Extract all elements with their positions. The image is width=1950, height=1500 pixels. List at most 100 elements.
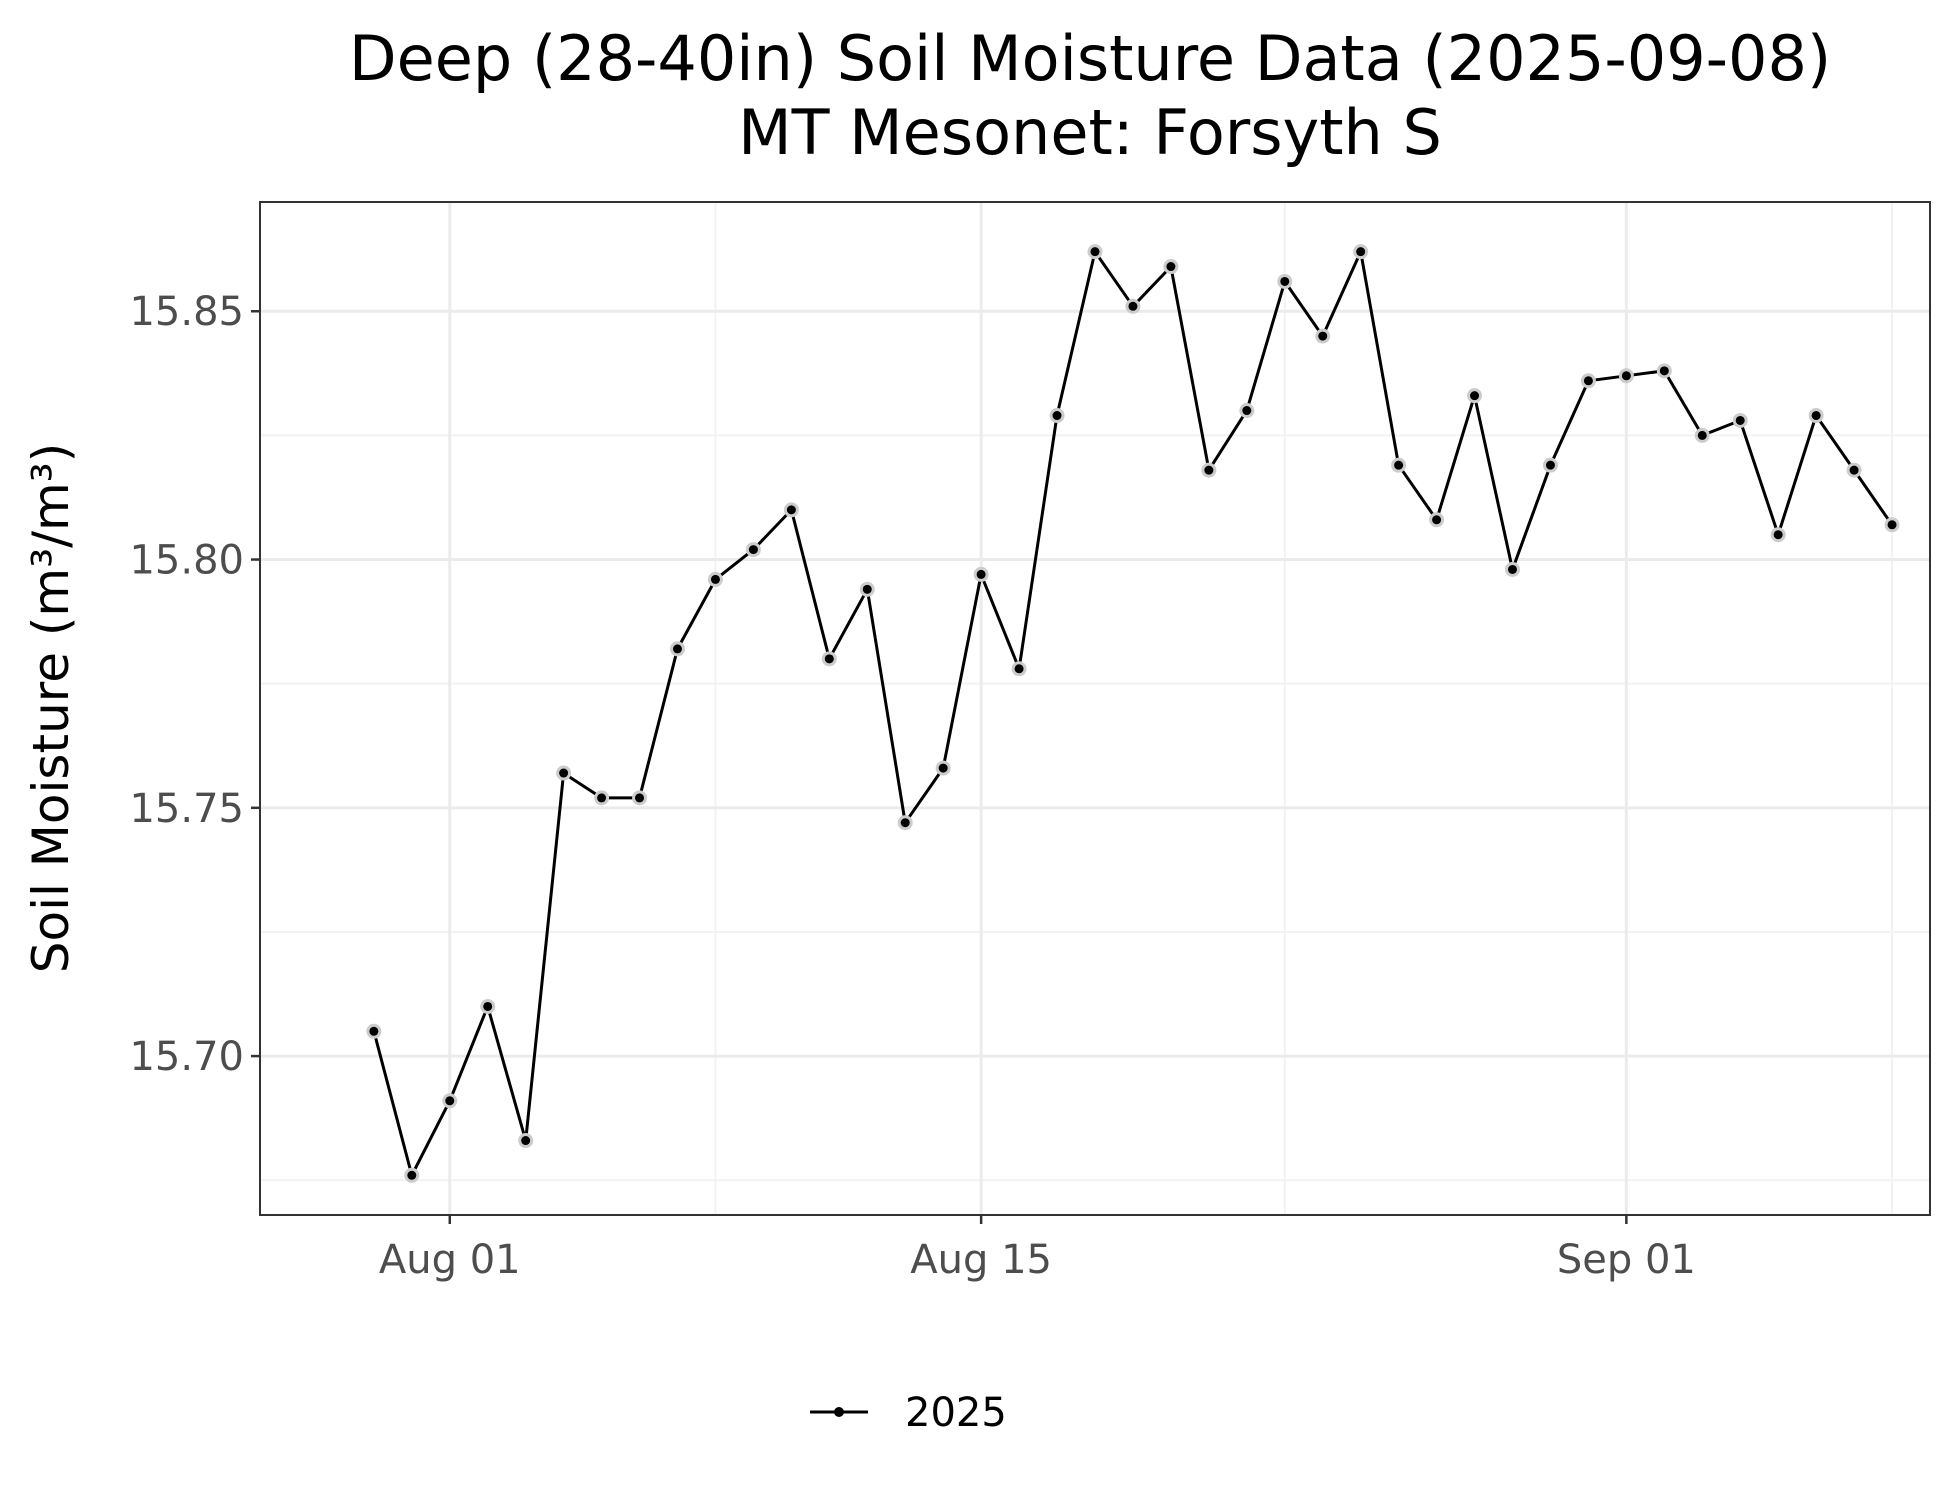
data-point — [897, 815, 913, 831]
series-line-2025 — [372, 250, 1894, 1177]
major-gridlines — [260, 202, 1930, 1215]
chart-title: Deep (28-40in) Soil Moisture Data (2025-… — [349, 22, 1831, 95]
data-point-marker — [1659, 366, 1669, 376]
data-point-marker — [748, 545, 758, 555]
data-point — [1580, 373, 1596, 389]
data-point — [594, 790, 610, 806]
data-point-marker — [1356, 247, 1366, 257]
data-point — [442, 1093, 458, 1109]
x-axis: Aug 01 Aug 15 Sep 01 — [379, 1215, 1696, 1283]
data-point-marker — [1128, 301, 1138, 311]
data-point — [1656, 363, 1672, 379]
data-point — [1163, 259, 1179, 275]
chart-subtitle: MT Mesonet: Forsyth S — [738, 96, 1442, 169]
data-point — [1277, 273, 1293, 289]
data-point-marker — [1735, 415, 1745, 425]
y-axis-title: Soil Moisture (m³/m³) — [22, 443, 80, 973]
data-point-marker — [635, 793, 645, 803]
legend: 2025 — [810, 1390, 1007, 1436]
data-point-marker — [938, 763, 948, 773]
data-point — [1694, 427, 1710, 443]
y-tick-label-3: 15.85 — [129, 289, 244, 335]
data-point-marker — [1773, 530, 1783, 540]
data-point-marker — [1811, 411, 1821, 421]
y-tick-label-0: 15.70 — [129, 1034, 244, 1080]
data-point-marker — [1849, 465, 1859, 475]
data-point-marker — [862, 584, 872, 594]
data-point-marker — [786, 505, 796, 515]
data-point — [404, 1167, 420, 1183]
data-point-marker — [483, 1001, 493, 1011]
data-point-marker — [1394, 460, 1404, 470]
minor-gridlines — [260, 202, 1930, 1215]
data-point-marker — [1204, 465, 1214, 475]
data-point-marker — [559, 768, 569, 778]
data-point — [1391, 457, 1407, 473]
data-point-marker — [1280, 276, 1290, 286]
y-axis: 15.70 15.75 15.80 15.85 — [129, 289, 260, 1080]
data-point — [518, 1133, 534, 1149]
data-point — [821, 651, 837, 667]
data-point-marker — [976, 569, 986, 579]
data-point — [1429, 512, 1445, 528]
data-point — [1846, 462, 1862, 478]
x-tick-label-1: Aug 15 — [910, 1237, 1052, 1283]
data-point-marker — [1014, 664, 1024, 674]
data-series — [366, 244, 1900, 1183]
data-point — [1011, 661, 1027, 677]
x-tick-label-0: Aug 01 — [379, 1237, 521, 1283]
data-point — [1315, 328, 1331, 344]
data-point-marker — [445, 1096, 455, 1106]
data-point — [1125, 298, 1141, 314]
data-point — [783, 502, 799, 518]
data-point — [707, 571, 723, 587]
data-point-marker — [824, 654, 834, 664]
data-point-marker — [1545, 460, 1555, 470]
data-point-marker — [1470, 391, 1480, 401]
data-point — [1239, 403, 1255, 419]
data-point-marker — [710, 574, 720, 584]
data-point-marker — [1887, 520, 1897, 530]
data-point — [670, 641, 685, 657]
data-point — [632, 790, 648, 806]
data-point — [1467, 388, 1483, 404]
data-point-marker — [1432, 515, 1442, 525]
data-point — [1618, 368, 1634, 384]
data-point-marker — [1166, 262, 1176, 272]
data-point — [1049, 408, 1065, 424]
data-point — [480, 998, 496, 1014]
data-point — [1808, 408, 1824, 424]
y-tick-label-2: 15.80 — [129, 538, 244, 584]
data-point-marker — [521, 1136, 531, 1146]
data-point-marker — [597, 793, 607, 803]
data-point-marker — [673, 644, 682, 654]
data-point-marker — [1318, 331, 1328, 341]
legend-label-2025: 2025 — [905, 1390, 1007, 1436]
data-point — [859, 581, 875, 597]
data-point-marker — [1090, 247, 1100, 257]
legend-point-key — [834, 1407, 844, 1417]
data-point — [745, 542, 761, 558]
data-point — [973, 566, 989, 582]
data-point — [1884, 517, 1900, 533]
data-point — [1770, 527, 1786, 543]
data-point-marker — [369, 1026, 379, 1036]
data-point-marker — [1621, 371, 1631, 381]
plot-panel — [259, 201, 1931, 1216]
data-point — [1542, 457, 1558, 473]
data-point — [556, 765, 572, 781]
data-point-marker — [900, 818, 910, 828]
data-point — [1087, 244, 1103, 260]
y-tick-label-1: 15.75 — [129, 786, 244, 832]
data-point-marker — [1052, 411, 1062, 421]
data-point — [935, 760, 951, 776]
data-point — [366, 1023, 382, 1039]
data-point-marker — [1583, 376, 1593, 386]
data-point-marker — [1242, 406, 1252, 416]
data-point-marker — [407, 1170, 417, 1180]
data-point — [1201, 462, 1217, 478]
data-point-marker — [1508, 564, 1517, 574]
x-tick-label-2: Sep 01 — [1557, 1237, 1696, 1283]
data-point-marker — [1697, 430, 1707, 440]
